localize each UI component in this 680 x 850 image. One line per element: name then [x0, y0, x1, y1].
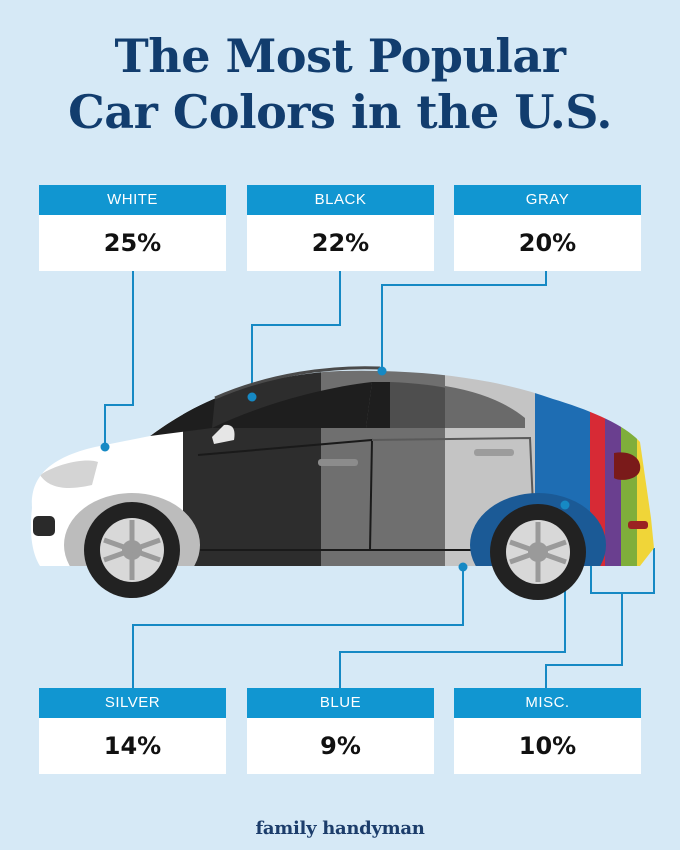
- title-line-2: Car Colors in the U.S.: [68, 85, 612, 139]
- rear-wheel: [490, 504, 586, 600]
- misc-yellow-stripe: [637, 370, 655, 566]
- black-value: 22%: [311, 229, 370, 257]
- silver-value: 14%: [103, 732, 162, 760]
- black-connector: [251, 270, 341, 397]
- silver-card: SILVER 14%: [39, 688, 226, 774]
- white-label: WHITE: [39, 185, 226, 215]
- white-connector: [104, 270, 134, 447]
- brand-logo: family handyman: [255, 818, 425, 839]
- misc-connector-drop: [545, 593, 623, 690]
- gray-connector: [381, 270, 547, 371]
- white-dot: [100, 442, 110, 452]
- windshield: [150, 398, 215, 436]
- gray-value: 20%: [518, 229, 577, 257]
- blue-value: 9%: [320, 732, 361, 760]
- page-title: The Most Popular Car Colors in the U.S.: [0, 28, 680, 140]
- rear-side-window: [212, 382, 372, 428]
- front-wheel: [84, 502, 180, 598]
- silver-window: [445, 386, 525, 428]
- front-side-window-black: [366, 382, 390, 428]
- silver-dot: [458, 562, 468, 572]
- title-line-1: The Most Popular: [114, 29, 566, 83]
- connector-dots: [100, 366, 570, 572]
- blue-card: BLUE 9%: [247, 688, 434, 774]
- silver-connector: [132, 567, 464, 690]
- roof-line: [214, 366, 381, 400]
- white-card: WHITE 25%: [39, 185, 226, 271]
- misc-green-stripe: [621, 370, 637, 566]
- white-value: 25%: [103, 229, 162, 257]
- misc-purple-stripe: [605, 370, 621, 566]
- rear-door-handle: [474, 449, 514, 456]
- tail-light: [614, 452, 641, 480]
- side-mirror: [212, 424, 235, 444]
- fog-light: [33, 516, 55, 536]
- headlight: [40, 460, 98, 488]
- gray-card: GRAY 20%: [454, 185, 641, 271]
- blue-dot: [560, 500, 570, 510]
- gray-label: GRAY: [454, 185, 641, 215]
- misc-card: MISC. 10%: [454, 688, 641, 774]
- front-door-handle: [318, 459, 358, 466]
- black-card: BLACK 22%: [247, 185, 434, 271]
- blue-label: BLUE: [247, 688, 434, 718]
- black-label: BLACK: [247, 185, 434, 215]
- silver-label: SILVER: [39, 688, 226, 718]
- rear-reflector: [628, 521, 648, 529]
- gray-dot: [377, 366, 387, 376]
- misc-value: 10%: [518, 732, 577, 760]
- misc-label: MISC.: [454, 688, 641, 718]
- black-dot: [247, 392, 257, 402]
